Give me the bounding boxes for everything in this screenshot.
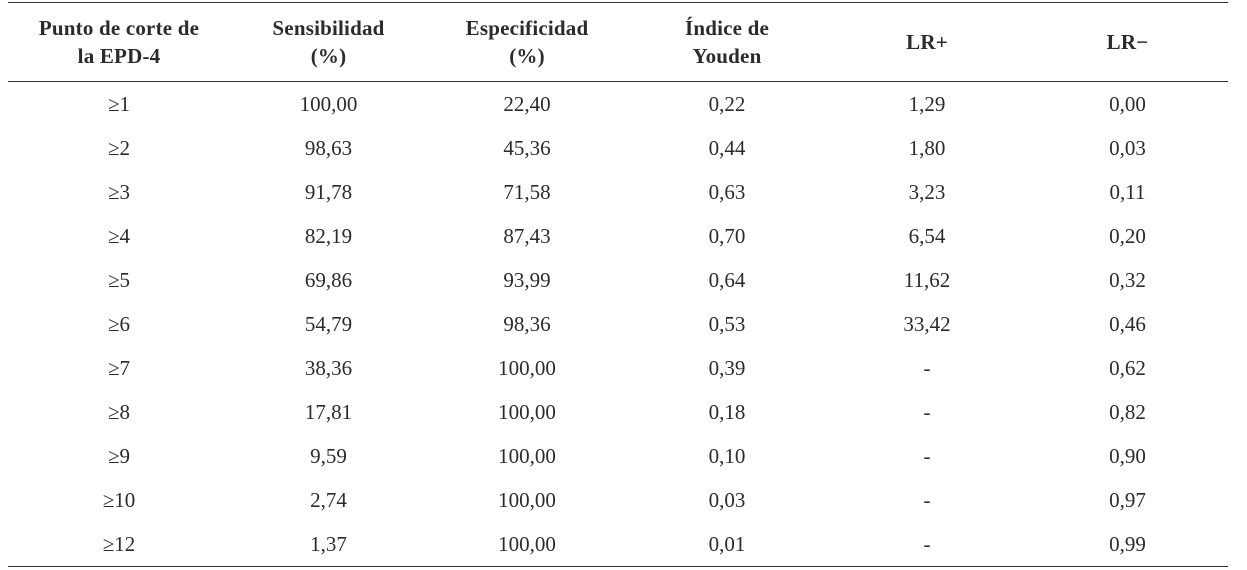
table-row: ≥4 82,19 87,43 0,70 6,54 0,20: [8, 214, 1228, 258]
cell-specificity: 98,36: [503, 311, 551, 336]
cell-sensitivity: 54,79: [304, 311, 353, 336]
cell-specificity: 93,99: [503, 267, 551, 292]
cell-lr-negative: 0,62: [1109, 355, 1146, 380]
cell-specificity: 100,00: [498, 399, 556, 424]
cell-sensitivity: 82,19: [304, 223, 353, 248]
cell-lr-negative: 0,00: [1109, 91, 1146, 116]
cell-youden-index: 0,18: [708, 399, 746, 424]
cell-sensitivity: 9,59: [310, 443, 347, 468]
table-body: ≥1 100,00 22,40 0,22 1,29 0,00 ≥2 98,63 45,36 0,4…: [8, 82, 1228, 567]
cell-youden-index: 0,53: [708, 311, 746, 336]
cell-cutoff: ≥5: [107, 267, 131, 292]
results-table-container: Punto de corte de la EPD-4 Sensibilidad (%)…: [8, 2, 1228, 567]
cell-cutoff: ≥7: [107, 355, 131, 380]
cell-sensitivity: 91,78: [304, 179, 353, 204]
cell-lr-negative: 0,97: [1109, 487, 1146, 512]
table-row: ≥3 91,78 71,58 0,63 3,23 0,11: [8, 170, 1228, 214]
table-row: ≥1 100,00 22,40 0,22 1,29 0,00: [8, 82, 1228, 127]
cell-specificity: 22,40: [503, 91, 551, 116]
header-lr-negative: LR−: [1027, 3, 1228, 82]
table-row: ≥6 54,79 98,36 0,53 33,42 0,46: [8, 302, 1228, 346]
cell-sensitivity: 38,36: [304, 355, 353, 380]
cell-lr-positive: 3,23: [908, 179, 946, 204]
cell-lr-positive: -: [923, 355, 931, 380]
cell-sensitivity: 69,86: [304, 267, 353, 292]
header-line: Youden: [692, 44, 762, 68]
cell-youden-index: 0,44: [708, 135, 746, 160]
cell-lr-negative: 0,82: [1109, 399, 1146, 424]
cell-lr-negative: 0,46: [1109, 311, 1146, 336]
cell-lr-negative: 0,32: [1109, 267, 1146, 292]
header-line: Punto de corte de: [38, 16, 200, 40]
cell-cutoff: ≥4: [107, 223, 131, 248]
header-line: (%): [509, 44, 545, 68]
table-header: Punto de corte de la EPD-4 Sensibilidad (%)…: [8, 2, 1228, 82]
table-row: ≥12 1,37 100,00 0,01 - 0,99: [8, 522, 1228, 567]
cell-lr-positive: 33,42: [903, 311, 951, 336]
cell-lr-positive: 6,54: [908, 223, 946, 248]
cell-sensitivity: 100,00: [299, 91, 358, 116]
cell-lr-negative: 0,90: [1109, 443, 1146, 468]
cell-lr-negative: 0,03: [1109, 135, 1146, 160]
cell-cutoff: ≥10: [102, 487, 136, 512]
cell-specificity: 100,00: [498, 355, 556, 380]
header-row: Punto de corte de la EPD-4 Sensibilidad (%)…: [8, 2, 1228, 82]
cell-lr-negative: 0,99: [1109, 531, 1146, 556]
cell-cutoff: ≥9: [107, 443, 131, 468]
table-row: ≥2 98,63 45,36 0,44 1,80 0,03: [8, 126, 1228, 170]
cutoff-results-table: Punto de corte de la EPD-4 Sensibilidad (%)…: [8, 2, 1228, 567]
cell-sensitivity: 98,63: [304, 135, 353, 160]
cell-youden-index: 0,39: [708, 355, 746, 380]
cell-specificity: 45,36: [503, 135, 551, 160]
header-line: la EPD-4: [77, 44, 161, 68]
cell-youden-index: 0,63: [708, 179, 746, 204]
header-specificity: Especificidad (%): [427, 3, 627, 82]
header-youden-index: Índice de Youden: [627, 3, 827, 82]
cell-lr-positive: 1,80: [908, 135, 946, 160]
cell-sensitivity: 17,81: [304, 399, 353, 424]
cell-specificity: 71,58: [503, 179, 551, 204]
cell-lr-positive: 1,29: [908, 91, 946, 116]
cell-youden-index: 0,10: [708, 443, 746, 468]
cell-youden-index: 0,64: [708, 267, 746, 292]
cell-lr-positive: 11,62: [903, 267, 951, 292]
cell-cutoff: ≥8: [107, 399, 131, 424]
cell-lr-positive: -: [923, 487, 931, 512]
cell-specificity: 87,43: [503, 223, 551, 248]
header-sensitivity: Sensibilidad (%): [230, 3, 427, 82]
header-line: LR−: [1106, 30, 1149, 54]
cell-cutoff: ≥3: [107, 179, 131, 204]
header-line: Especificidad: [465, 16, 589, 40]
cell-specificity: 100,00: [498, 487, 556, 512]
header-line: (%): [310, 44, 347, 68]
header-line: LR+: [906, 30, 948, 54]
header-line: Índice de: [684, 16, 770, 40]
cell-youden-index: 0,01: [708, 531, 746, 556]
cell-sensitivity: 2,74: [310, 487, 347, 512]
cell-lr-positive: -: [923, 531, 931, 556]
table-row: ≥7 38,36 100,00 0,39 - 0,62: [8, 346, 1228, 390]
cell-cutoff: ≥2: [107, 135, 131, 160]
cell-specificity: 100,00: [498, 531, 556, 556]
header-line: Sensibilidad: [272, 16, 385, 40]
header-lr-positive: LR+: [827, 3, 1027, 82]
cell-youden-index: 0,22: [708, 91, 746, 116]
cell-lr-negative: 0,11: [1109, 179, 1146, 204]
cell-lr-negative: 0,20: [1109, 223, 1146, 248]
cell-cutoff: ≥12: [102, 531, 136, 556]
cell-lr-positive: -: [923, 443, 931, 468]
table-row: ≥10 2,74 100,00 0,03 - 0,97: [8, 478, 1228, 522]
cell-cutoff: ≥6: [107, 311, 131, 336]
table-row: ≥9 9,59 100,00 0,10 - 0,90: [8, 434, 1228, 478]
cell-youden-index: 0,03: [708, 487, 746, 512]
table-row: ≥5 69,86 93,99 0,64 11,62 0,32: [8, 258, 1228, 302]
header-cutoff: Punto de corte de la EPD-4: [8, 3, 230, 82]
cell-youden-index: 0,70: [708, 223, 746, 248]
cell-lr-positive: -: [923, 399, 931, 424]
cell-specificity: 100,00: [498, 443, 556, 468]
cell-cutoff: ≥1: [107, 91, 131, 116]
cell-sensitivity: 1,37: [310, 531, 347, 556]
table-row: ≥8 17,81 100,00 0,18 - 0,82: [8, 390, 1228, 434]
